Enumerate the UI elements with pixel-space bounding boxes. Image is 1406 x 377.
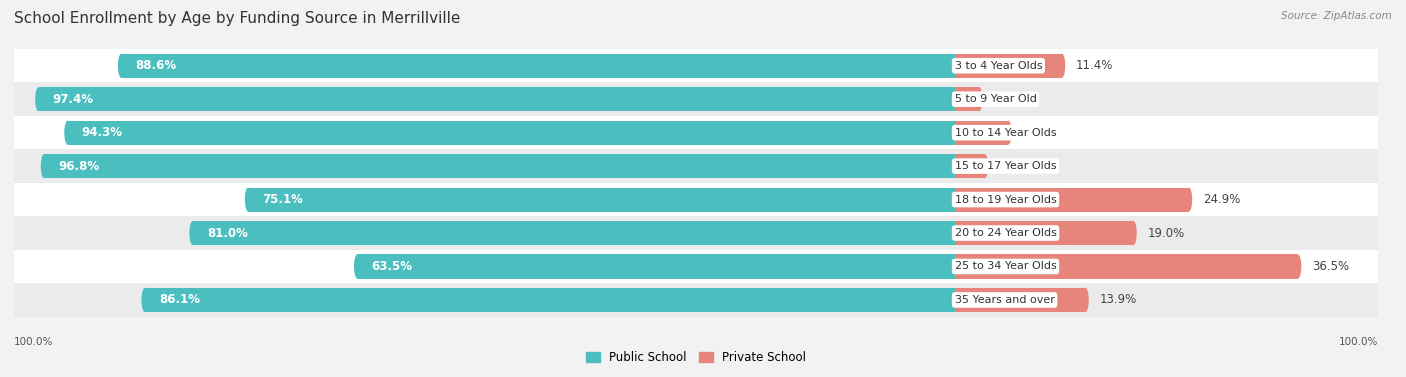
Bar — [121, 54, 955, 78]
Circle shape — [65, 121, 72, 145]
Text: 3.2%: 3.2% — [998, 159, 1029, 173]
Text: 36.5%: 36.5% — [1312, 260, 1350, 273]
Text: 24.9%: 24.9% — [1204, 193, 1240, 206]
Text: 2.6%: 2.6% — [993, 93, 1024, 106]
Text: 75.1%: 75.1% — [263, 193, 304, 206]
Bar — [14, 116, 1378, 149]
Bar — [955, 121, 1008, 145]
Bar — [14, 83, 1378, 116]
Bar — [955, 221, 1133, 245]
Bar — [249, 187, 955, 211]
Text: 13.9%: 13.9% — [1099, 293, 1136, 307]
Text: 19.0%: 19.0% — [1147, 227, 1185, 239]
Text: 5.7%: 5.7% — [1022, 126, 1052, 139]
Circle shape — [1083, 288, 1088, 312]
Circle shape — [142, 288, 148, 312]
Bar — [955, 87, 979, 111]
Circle shape — [190, 221, 197, 245]
Circle shape — [981, 154, 988, 178]
Circle shape — [1005, 121, 1012, 145]
Text: 25 to 34 Year Olds: 25 to 34 Year Olds — [955, 262, 1056, 271]
Text: 86.1%: 86.1% — [159, 293, 200, 307]
Bar — [145, 288, 955, 312]
Text: 96.8%: 96.8% — [58, 159, 100, 173]
Circle shape — [1295, 254, 1302, 279]
Bar — [955, 187, 1189, 211]
Text: 5 to 9 Year Old: 5 to 9 Year Old — [955, 94, 1036, 104]
Bar — [14, 283, 1378, 317]
Text: Source: ZipAtlas.com: Source: ZipAtlas.com — [1281, 11, 1392, 21]
Text: 20 to 24 Year Olds: 20 to 24 Year Olds — [955, 228, 1056, 238]
Text: 11.4%: 11.4% — [1076, 59, 1114, 72]
Text: 10 to 14 Year Olds: 10 to 14 Year Olds — [955, 128, 1056, 138]
Text: 3 to 4 Year Olds: 3 to 4 Year Olds — [955, 61, 1042, 71]
Bar — [357, 254, 955, 279]
Bar — [14, 149, 1378, 183]
Circle shape — [354, 254, 361, 279]
Bar — [14, 250, 1378, 283]
Text: 94.3%: 94.3% — [82, 126, 122, 139]
Circle shape — [1185, 187, 1192, 211]
Bar — [14, 49, 1378, 83]
Bar — [14, 183, 1378, 216]
Bar — [955, 288, 1085, 312]
Text: 100.0%: 100.0% — [1339, 337, 1378, 347]
Bar — [193, 221, 955, 245]
Bar — [955, 154, 984, 178]
Legend: Public School, Private School: Public School, Private School — [579, 345, 813, 370]
Bar — [44, 154, 955, 178]
Bar — [67, 121, 955, 145]
Circle shape — [1059, 54, 1066, 78]
Bar — [955, 54, 1062, 78]
Circle shape — [35, 87, 42, 111]
Circle shape — [976, 87, 983, 111]
Bar — [955, 254, 1298, 279]
Text: 18 to 19 Year Olds: 18 to 19 Year Olds — [955, 195, 1056, 205]
Text: 97.4%: 97.4% — [52, 93, 94, 106]
Text: 63.5%: 63.5% — [371, 260, 412, 273]
Text: 100.0%: 100.0% — [14, 337, 53, 347]
Bar — [38, 87, 955, 111]
Circle shape — [41, 154, 48, 178]
Circle shape — [1130, 221, 1136, 245]
Text: School Enrollment by Age by Funding Source in Merrillville: School Enrollment by Age by Funding Sour… — [14, 11, 460, 26]
Circle shape — [245, 187, 252, 211]
Bar — [14, 216, 1378, 250]
Text: 15 to 17 Year Olds: 15 to 17 Year Olds — [955, 161, 1056, 171]
Text: 88.6%: 88.6% — [135, 59, 177, 72]
Text: 81.0%: 81.0% — [207, 227, 247, 239]
Circle shape — [118, 54, 125, 78]
Text: 35 Years and over: 35 Years and over — [955, 295, 1054, 305]
